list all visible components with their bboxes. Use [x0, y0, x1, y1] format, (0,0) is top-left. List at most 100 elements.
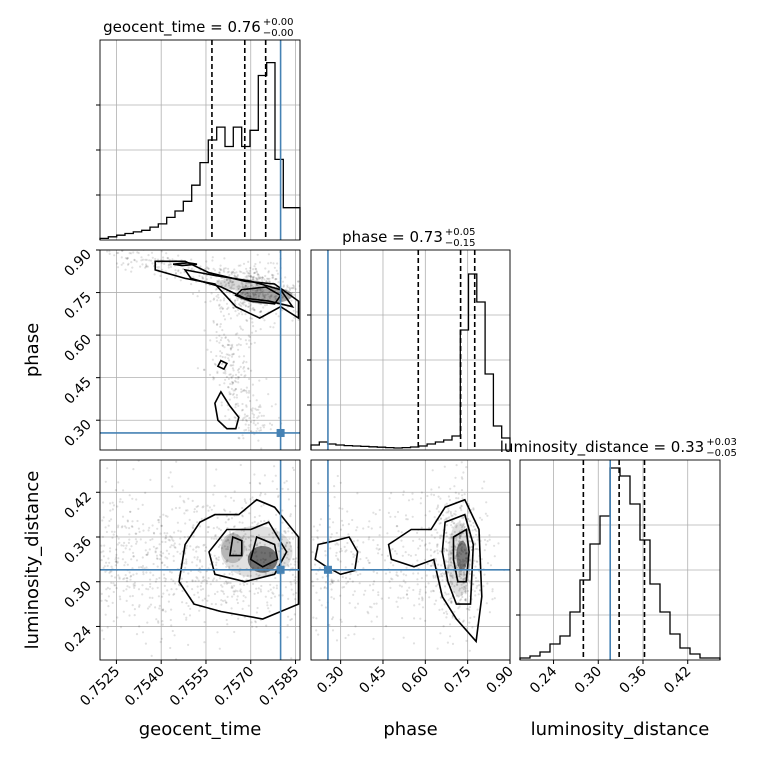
sample-point	[273, 266, 276, 269]
sample-point	[245, 415, 248, 418]
sample-point	[159, 515, 162, 519]
sample-point	[167, 264, 170, 267]
sample-point	[235, 271, 238, 274]
sample-point	[231, 353, 234, 356]
sample-point	[267, 590, 270, 593]
sample-point	[207, 509, 210, 512]
sample-point	[272, 326, 275, 329]
sample-point	[486, 562, 490, 565]
sample-point	[290, 583, 293, 586]
sample-point	[255, 544, 258, 547]
sample-point	[219, 323, 222, 326]
sample-point	[257, 277, 260, 280]
sample-point	[157, 518, 161, 522]
sample-point	[213, 297, 216, 300]
sample-point	[125, 599, 128, 603]
sample-point	[175, 460, 178, 463]
sample-point	[269, 588, 272, 591]
sample-point	[395, 571, 398, 574]
sample-point	[344, 576, 348, 580]
sample-point	[439, 632, 442, 635]
sample-point	[147, 529, 150, 532]
panel-phase-vs-luminosity_distance	[311, 460, 511, 660]
sample-point	[417, 572, 420, 575]
sample-point	[134, 584, 137, 587]
sample-point	[274, 297, 277, 300]
sample-point	[100, 599, 103, 602]
sample-point	[171, 485, 174, 488]
sample-point	[253, 308, 256, 311]
sample-point	[290, 617, 293, 621]
sample-point	[275, 584, 278, 587]
sample-point	[161, 620, 164, 623]
sample-point	[163, 532, 166, 535]
sample-point	[102, 501, 105, 504]
sample-point	[273, 296, 276, 299]
sample-point	[262, 414, 265, 417]
sample-point	[196, 545, 199, 548]
sample-point	[123, 541, 126, 545]
sample-point	[201, 565, 204, 568]
sample-point	[197, 546, 200, 549]
sample-point	[231, 573, 234, 576]
sample-point	[454, 476, 457, 479]
sample-point	[252, 268, 255, 271]
sample-point	[488, 611, 491, 614]
sample-point	[412, 572, 415, 575]
sample-point	[293, 563, 296, 566]
sample-point	[260, 310, 263, 313]
sample-point	[367, 561, 371, 565]
sample-point	[454, 557, 457, 560]
sample-point	[266, 604, 269, 607]
sample-point	[199, 571, 202, 574]
sample-point	[461, 539, 465, 543]
sample-point	[108, 561, 111, 564]
sample-point	[424, 558, 427, 562]
sample-point	[368, 561, 371, 564]
sample-point	[229, 382, 232, 385]
sample-point	[257, 408, 260, 411]
sample-point	[421, 599, 424, 602]
sample-point	[247, 275, 250, 278]
sample-point	[455, 524, 458, 527]
sample-point	[450, 600, 453, 603]
sample-point	[236, 369, 240, 372]
sample-point	[293, 579, 296, 582]
sample-point	[144, 491, 147, 494]
sample-point	[242, 534, 245, 538]
sample-point	[289, 287, 292, 290]
sample-point	[402, 579, 405, 582]
sample-point	[329, 583, 332, 586]
y-tick-label: 0.42	[61, 489, 94, 522]
sample-point	[488, 538, 491, 541]
panel-geocent_time-vs-phase	[100, 249, 300, 450]
sample-point	[218, 334, 221, 337]
sample-point	[245, 319, 248, 322]
sample-point	[398, 584, 401, 587]
sample-point	[232, 374, 235, 377]
sample-point	[236, 534, 239, 537]
sample-point	[271, 531, 274, 535]
sample-point	[237, 377, 240, 380]
sample-point	[332, 579, 335, 583]
sample-point	[270, 596, 273, 600]
sample-point	[368, 605, 372, 608]
sample-point	[390, 492, 393, 495]
sample-point	[162, 256, 165, 259]
sample-point	[288, 286, 291, 289]
sample-point	[254, 268, 258, 271]
sample-point	[118, 595, 121, 598]
sample-point	[456, 546, 459, 549]
sample-point	[425, 574, 428, 577]
sample-point	[164, 610, 167, 613]
sample-point	[462, 619, 465, 622]
sample-point	[265, 280, 268, 283]
sample-point	[241, 506, 244, 510]
sample-point	[245, 554, 248, 557]
sample-point	[234, 406, 237, 409]
sample-point	[324, 606, 327, 609]
sample-point	[180, 577, 183, 580]
sample-point	[474, 576, 477, 580]
sample-point	[302, 291, 304, 293]
sample-point	[242, 600, 245, 603]
